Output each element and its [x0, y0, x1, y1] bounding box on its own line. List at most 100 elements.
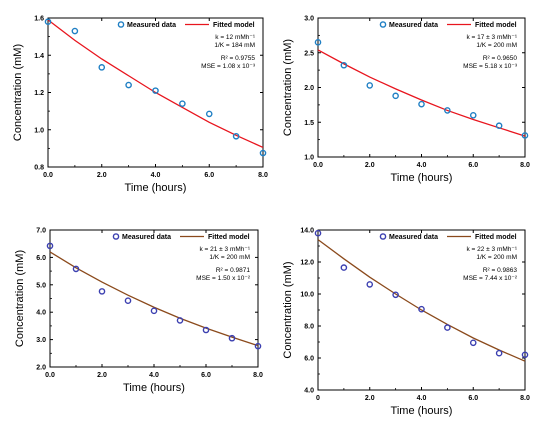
fit-annotation-line: R² = 0.9650 [483, 55, 518, 62]
legend-label-fitted: Fitted model [475, 22, 517, 29]
y-tick-label: 3.0 [36, 337, 46, 344]
x-axis-label: Time (hours) [391, 405, 453, 417]
measured-data-point [202, 326, 210, 334]
legend-label-measured: Measured data [389, 234, 438, 241]
chart-panel-2: 0.0 2.0 4.0 6.0 8.0 1.0 1.5 2.0 2.5 3.0 Time (hour… [282, 16, 530, 185]
y-tick-label: 0.8 [34, 165, 44, 172]
measured-data-point [152, 87, 159, 94]
y-tick-label: 5.0 [36, 282, 46, 289]
measured-data-point [444, 324, 451, 331]
fit-annotation-line: R² = 0.9871 [216, 267, 251, 274]
y-tick-label: 2.0 [36, 365, 46, 372]
x-tick-label: 2.0 [365, 395, 375, 402]
fit-annotation-line: 1/K = 184 mM [214, 42, 255, 49]
measured-data-point [71, 27, 79, 35]
x-tick-label: 0.0 [45, 372, 55, 379]
y-tick-label: 1.0 [304, 155, 314, 162]
measured-data-point [366, 281, 374, 288]
x-tick-label: 6.0 [204, 172, 214, 179]
measured-data-point [44, 18, 52, 26]
legend-label-measured: Measured data [127, 22, 176, 29]
y-tick-label: 4.0 [36, 310, 46, 317]
x-axis-label: Time (hours) [125, 182, 187, 194]
chart-panel-1: 0.0 2.0 4.0 6.0 8.0 0.8 1.0 1.2 1.4 1.6 Time (hour… [12, 16, 268, 195]
fit-annotation-line: MSE = 1.08 x 10⁻³ [201, 63, 256, 70]
y-tick-label: 6.0 [36, 255, 46, 262]
measured-data-point [418, 305, 425, 313]
x-tick-label: 6.0 [201, 372, 211, 379]
fit-annotation-line: 1/K = 200 mM [209, 254, 250, 261]
y-tick-label: 10.0 [300, 292, 314, 299]
x-tick-label: 2.0 [365, 162, 375, 169]
fit-annotation-line: MSE = 1.50 x 10⁻² [196, 275, 251, 282]
legend-marker-measured [379, 21, 387, 28]
y-tick-label: 2.0 [304, 85, 314, 92]
y-tick-label: 3.0 [304, 16, 314, 23]
measured-data-point [205, 110, 213, 118]
measured-data-point [340, 61, 348, 69]
x-tick-label: 6.0 [468, 162, 478, 169]
y-tick-label: 12.0 [300, 260, 314, 267]
y-axis-label: Concentration (mM) [14, 250, 26, 347]
measured-data-point [469, 339, 477, 347]
x-tick-label: 2.0 [97, 372, 107, 379]
legend-marker-measured [117, 21, 125, 28]
fitted-model-line [317, 239, 526, 362]
x-tick-label: 0.0 [313, 162, 323, 169]
measured-data-point [125, 81, 132, 89]
x-tick-label: 2.0 [97, 172, 107, 179]
fitted-model-line [317, 49, 526, 137]
y-tick-label: 6.0 [304, 356, 314, 363]
x-tick-label: 4.0 [149, 372, 159, 379]
y-axis-label: Concentration (mM) [282, 261, 294, 358]
measured-data-point [314, 229, 322, 237]
measured-data-point [418, 100, 425, 108]
legend-marker-measured [112, 233, 120, 240]
legend-marker-measured [379, 233, 387, 240]
measured-data-point [124, 297, 132, 304]
x-tick-label: 4.0 [417, 395, 427, 402]
measured-data-point [150, 307, 158, 315]
x-tick-label: 4.0 [417, 162, 427, 169]
y-tick-label: 14.0 [300, 228, 314, 235]
x-tick-label: 8.0 [258, 172, 268, 179]
y-tick-label: 1.2 [34, 90, 44, 97]
legend-label-fitted: Fitted model [475, 234, 517, 241]
x-tick-label: 8.0 [253, 372, 263, 379]
fit-annotation-line: R² = 0.9863 [483, 267, 518, 274]
y-tick-label: 1.5 [304, 120, 314, 127]
x-tick-label: 0 [316, 395, 320, 402]
y-tick-label: 8.0 [304, 324, 314, 331]
legend-label-fitted: Fitted model [213, 22, 255, 29]
measured-data-point [340, 264, 348, 271]
measured-data-point [98, 64, 106, 71]
fit-annotation-line: 1/K = 200 mM [476, 42, 517, 49]
fitted-model-line [47, 19, 264, 149]
legend-label-measured: Measured data [122, 234, 171, 241]
measured-data-point [521, 351, 529, 359]
measured-data-point [98, 288, 106, 295]
y-axis-label: Concentration (mM) [12, 44, 24, 141]
measured-data-point [176, 317, 184, 324]
fitted-model-line [49, 251, 259, 347]
x-tick-label: 4.0 [151, 172, 161, 179]
measured-data-point [314, 39, 322, 46]
measured-data-point [228, 334, 236, 342]
legend-label-fitted: Fitted model [208, 234, 250, 241]
measured-data-point [179, 100, 186, 107]
measured-data-point [392, 291, 399, 299]
y-tick-label: 1.4 [34, 53, 44, 60]
fit-annotation-line: k = 12 mMh⁻¹ [215, 34, 256, 41]
measured-data-point [392, 92, 399, 100]
y-tick-label: 7.0 [36, 228, 46, 235]
measured-data-point [259, 149, 267, 157]
fit-annotation-line: MSE = 7.44 x 10⁻² [463, 275, 518, 282]
measured-data-point [366, 82, 374, 89]
fit-annotation-line: k = 17 ± 3 mMh⁻¹ [466, 34, 517, 41]
measured-data-point [495, 349, 503, 357]
y-tick-label: 4.0 [304, 388, 314, 395]
measured-data-point [46, 242, 54, 250]
